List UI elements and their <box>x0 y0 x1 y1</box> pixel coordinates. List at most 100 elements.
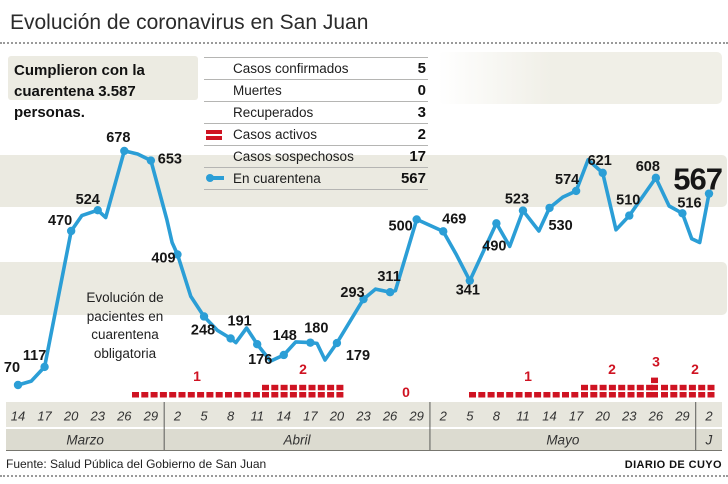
active-cases-count-label: 3 <box>652 354 660 370</box>
stat-row: En cuarentena 567 <box>204 167 428 189</box>
active-cases-square <box>679 384 687 391</box>
x-tick-label: 26 <box>648 409 664 424</box>
x-axis-month-strip <box>6 429 722 450</box>
active-cases-square <box>197 392 205 398</box>
chart-annotation: Evolución de pacientes en cuarentena obl… <box>58 289 192 363</box>
active-cases-square <box>636 392 644 398</box>
source-credit: Fuente: Salud Pública del Gobierno de Sa… <box>6 457 267 471</box>
line-point-label: 70 <box>4 360 20 376</box>
line-point-dot <box>93 206 102 215</box>
active-cases-square <box>234 392 242 398</box>
line-point-label: 530 <box>548 218 572 234</box>
active-cases-icon <box>206 128 226 142</box>
active-cases-square <box>581 384 588 391</box>
line-point-dot <box>571 186 581 196</box>
stat-value: 3 <box>417 104 426 121</box>
active-cases-square <box>698 392 706 398</box>
active-cases-square <box>280 384 288 391</box>
active-cases-square <box>141 392 149 398</box>
active-cases-square <box>308 384 316 391</box>
active-cases-square <box>590 392 598 398</box>
x-tick-label: 29 <box>143 409 158 424</box>
band-stripe-top <box>438 52 722 104</box>
stat-value: 567 <box>400 170 426 187</box>
active-cases-square <box>661 392 668 398</box>
x-tick-label: 23 <box>355 409 371 424</box>
active-cases-count-label: 0 <box>402 384 410 400</box>
active-cases-square <box>262 384 269 391</box>
month-label: Mayo <box>546 433 580 448</box>
stat-label: Muertes <box>233 83 282 98</box>
x-tick-label: 5 <box>466 409 474 424</box>
stat-row: Muertes 0 <box>204 79 428 101</box>
line-point-label: 293 <box>340 285 364 301</box>
line-point-label: 678 <box>106 130 130 146</box>
x-tick-label: 14 <box>11 409 25 424</box>
active-cases-square <box>469 392 476 398</box>
active-cases-square <box>651 392 658 398</box>
active-cases-square <box>317 392 325 398</box>
x-tick-label: 26 <box>382 409 398 424</box>
x-tick-label: 2 <box>704 409 713 424</box>
active-cases-square <box>651 384 658 391</box>
chart-annotation-line: Evolución de <box>86 290 164 305</box>
active-cases-square <box>289 384 297 391</box>
active-cases-square <box>289 392 297 398</box>
x-tick-label: 2 <box>439 409 448 424</box>
line-point-dot <box>625 211 634 220</box>
chart-annotation-line: obligatoria <box>93 345 157 361</box>
line-point-dot <box>40 362 49 372</box>
x-tick-label: 2 <box>173 409 182 424</box>
active-cases-square <box>515 392 523 398</box>
line-point-label: 191 <box>228 313 252 329</box>
month-label: Marzo <box>66 433 104 448</box>
active-cases-square <box>627 392 635 398</box>
active-cases-square <box>590 384 598 391</box>
active-cases-square <box>646 392 654 398</box>
title-dotted-rule <box>0 42 728 44</box>
x-tick-label: 20 <box>329 409 345 424</box>
line-point-label: 516 <box>677 195 701 211</box>
active-cases-square <box>327 392 335 398</box>
active-cases-square <box>627 384 635 391</box>
line-point-label: 510 <box>616 193 640 209</box>
active-cases-square <box>215 392 223 398</box>
active-cases-square <box>187 392 195 398</box>
stat-row: Recuperados 3 <box>204 101 428 123</box>
active-cases-count-label: 1 <box>524 368 532 384</box>
line-point-dot <box>704 189 714 198</box>
active-cases-square <box>552 392 560 398</box>
stat-row: Casos sospechosos 17 <box>204 145 428 167</box>
active-cases-square <box>618 392 626 398</box>
line-point-dot <box>199 312 209 321</box>
line-point-dot <box>13 380 23 390</box>
line-point-dot <box>359 294 368 304</box>
stat-row: Casos activos 2 <box>204 123 428 145</box>
line-point-label: 500 <box>389 218 413 234</box>
active-cases-square <box>581 392 588 398</box>
line-point-dot <box>306 338 315 347</box>
x-tick-label: 20 <box>594 409 610 424</box>
active-cases-square <box>150 392 158 398</box>
quarantine-line-series <box>16 149 711 387</box>
active-cases-square <box>646 384 654 391</box>
active-cases-square <box>225 392 232 398</box>
active-cases-square <box>159 392 167 398</box>
active-cases-square <box>618 384 626 391</box>
line-point-dot <box>385 288 395 297</box>
active-cases-square <box>169 392 177 398</box>
active-cases-square <box>688 392 696 398</box>
chart-annotation-line: cuarentena <box>91 327 159 342</box>
line-point-label: 621 <box>588 153 612 169</box>
active-cases-square <box>262 392 269 398</box>
line-point-label: 148 <box>273 328 297 344</box>
stat-label: Casos activos <box>233 127 318 142</box>
active-cases-square <box>327 384 335 391</box>
line-point-label: 490 <box>482 238 506 254</box>
line-point-label: 524 <box>76 192 100 208</box>
x-tick-label: 26 <box>116 409 132 424</box>
page-title: Evolución de coronavirus en San Juan <box>10 11 369 34</box>
line-point-label: 469 <box>442 211 466 227</box>
active-cases-square <box>670 384 678 391</box>
x-tick-label: 29 <box>408 409 423 424</box>
